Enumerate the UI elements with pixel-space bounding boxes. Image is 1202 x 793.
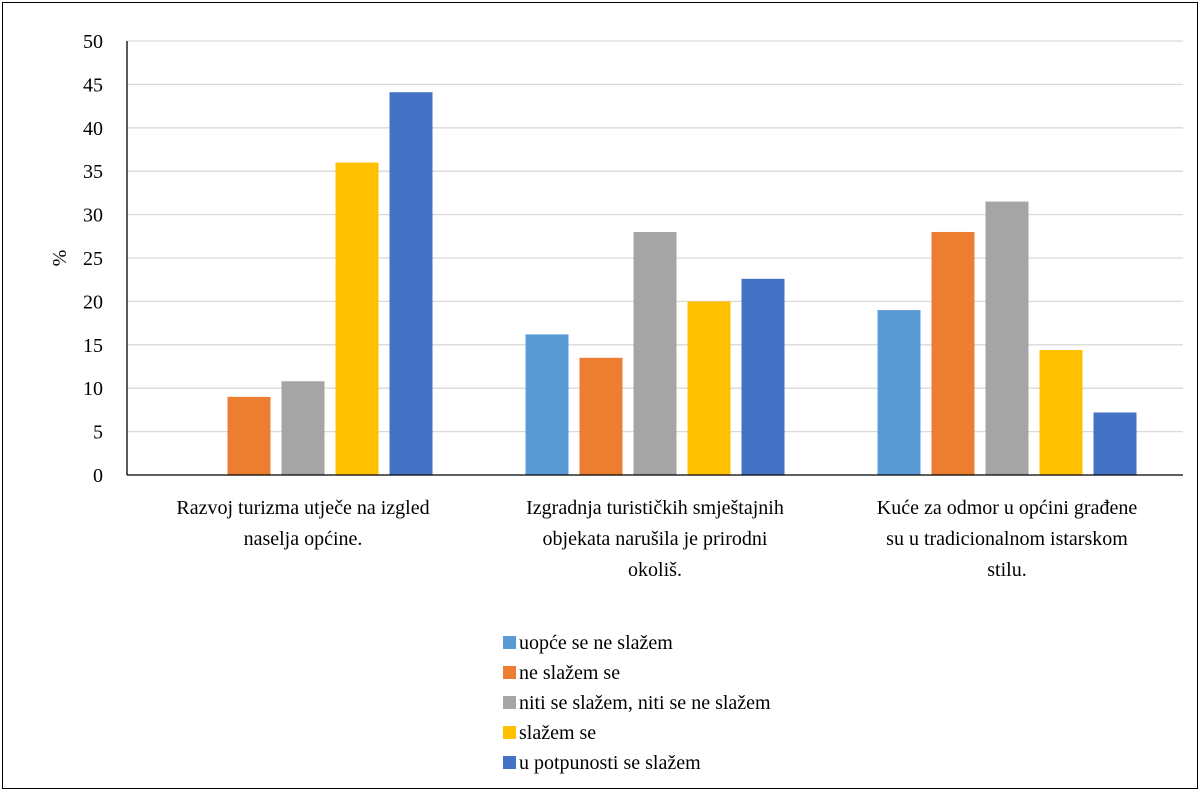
y-tick-label: 10: [83, 378, 103, 400]
bar: [281, 381, 325, 475]
bar: [525, 334, 569, 475]
bar: [579, 357, 623, 475]
y-tick-label: 25: [83, 248, 103, 270]
legend-swatch: [503, 636, 516, 649]
bar: [227, 396, 271, 475]
legend-label: slažem se: [519, 722, 596, 744]
bar: [741, 278, 785, 475]
legend-label: u potpunosti se slažem: [519, 752, 701, 774]
category-label: Kuće za odmor u općini građene: [877, 497, 1138, 519]
y-tick-label: 5: [93, 422, 103, 444]
y-tick-label: 40: [83, 118, 103, 140]
legend-swatch: [503, 756, 516, 769]
y-tick-label: 35: [83, 161, 103, 183]
category-label: stilu.: [987, 559, 1026, 581]
legend-swatch: [503, 696, 516, 709]
y-tick-label: 30: [83, 205, 103, 227]
y-tick-label: 20: [83, 291, 103, 313]
bar: [335, 162, 379, 475]
bar: [931, 231, 975, 475]
legend-swatch: [503, 726, 516, 739]
category-label: su u tradicionalnom istarskom: [886, 528, 1128, 550]
y-tick-label: 15: [83, 335, 103, 357]
legend-label: ne slažem se: [519, 662, 620, 684]
axes: [126, 41, 1183, 476]
category-labels: Razvoj turizma utječe na izgled naselja o…: [176, 497, 1137, 581]
y-tick-labels: 0 5 10 15 20 25 30 35 40 45 50: [83, 31, 103, 487]
bar: [633, 231, 677, 475]
bar: [1093, 412, 1137, 475]
category-label: objekata narušila je prirodni: [543, 528, 768, 550]
category-label: okoliš.: [628, 559, 682, 581]
bar: [389, 92, 433, 475]
legend-swatch: [503, 666, 516, 679]
bar: [687, 301, 731, 475]
bar: [985, 201, 1029, 475]
category-label: Izgradnja turističkih smještajnih: [526, 497, 784, 519]
bars: [227, 92, 1137, 475]
legend: uopće se ne slažem ne slažem se niti se sl…: [503, 632, 771, 774]
bar: [1039, 350, 1083, 475]
y-tick-label: 0: [93, 465, 103, 487]
y-tick-label: 50: [83, 31, 103, 53]
bar: [877, 310, 921, 475]
y-tick-label: 45: [83, 74, 103, 96]
y-axis-title: %: [49, 250, 71, 267]
category-label: Razvoj turizma utječe na izgled: [176, 497, 429, 519]
legend-label: uopće se ne slažem: [519, 632, 673, 654]
category-label: naselja općine.: [244, 528, 363, 550]
legend-label: niti se slažem, niti se ne slažem: [519, 692, 771, 714]
